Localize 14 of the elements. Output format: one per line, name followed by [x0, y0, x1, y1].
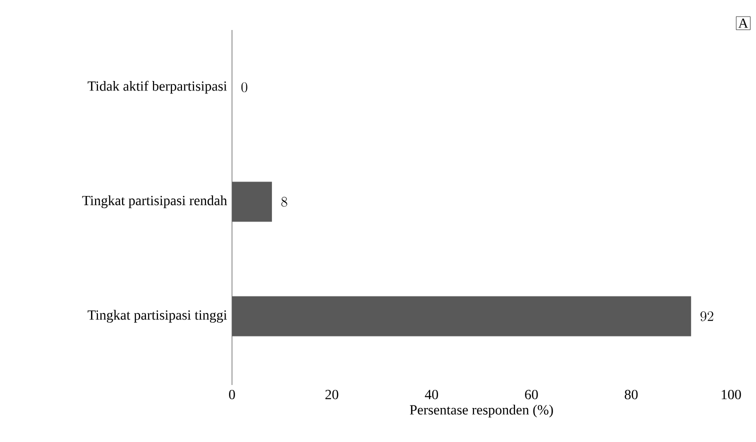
x-tick-label: 0 [229, 390, 235, 400]
x-tick-label: 60 [525, 390, 538, 400]
x-tick-label: 100 [722, 390, 741, 400]
y-tick-label: Tingkat partisipasi tinggi [88, 310, 227, 323]
data-label: 0 [241, 82, 248, 92]
data-label: 8 [281, 196, 288, 207]
x-tick-label: 40 [424, 390, 438, 400]
x-axis-title: Persentase responden (%) [410, 404, 553, 418]
x-tick-label: 80 [624, 390, 638, 400]
x-tick-label: 20 [325, 390, 338, 400]
data-label: 92 [700, 311, 714, 322]
y-tick-label: Tidak aktif berpartisipasi [88, 80, 227, 94]
y-tick-label: Tingkat partisipasi rendah [82, 195, 227, 208]
text: A [738, 18, 748, 28]
